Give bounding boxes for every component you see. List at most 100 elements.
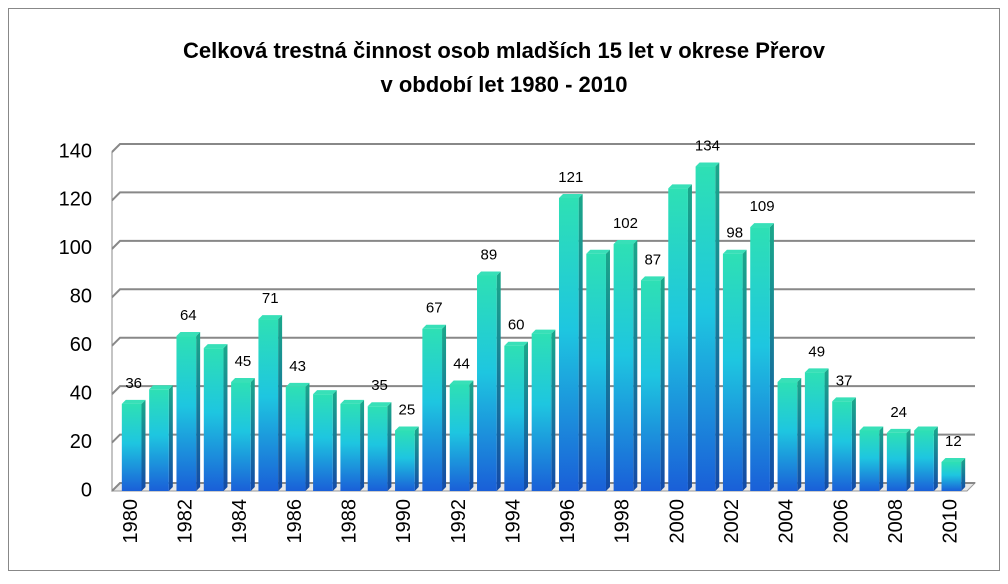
data-label: 134 <box>695 137 720 154</box>
x-tick-label: 1992 <box>448 499 470 544</box>
bar-top <box>558 194 583 199</box>
bar-top <box>886 428 911 433</box>
y-tick-label: 120 <box>59 189 92 211</box>
bar-side <box>524 341 529 491</box>
bar-top <box>804 368 829 373</box>
x-tick-label: 2002 <box>721 499 743 544</box>
bar-side <box>442 324 447 491</box>
bar-top <box>695 162 720 167</box>
bar-side <box>715 162 720 491</box>
data-label: 12 <box>945 433 962 450</box>
bar <box>914 430 934 491</box>
bar <box>941 461 962 491</box>
x-tick-label: 1996 <box>557 499 579 544</box>
bar-top <box>640 276 665 281</box>
bar-side <box>824 368 829 491</box>
bar-top <box>395 426 419 431</box>
bar-top <box>422 324 447 329</box>
bar-side <box>797 378 802 491</box>
bar-top <box>477 271 501 276</box>
bar <box>149 389 169 491</box>
bar-side <box>742 249 747 491</box>
bar-top <box>258 315 283 320</box>
bar <box>777 382 798 491</box>
bar-top <box>941 457 966 462</box>
bar-top <box>586 249 610 254</box>
data-label: 71 <box>262 290 279 307</box>
bar-side <box>223 344 228 491</box>
data-label: 43 <box>289 358 306 375</box>
bar <box>558 198 579 491</box>
x-tick-label: 1984 <box>229 499 251 544</box>
data-label: 37 <box>836 372 853 389</box>
bar <box>395 430 415 491</box>
bar <box>231 382 251 491</box>
bar <box>804 372 825 491</box>
bar <box>422 328 443 491</box>
x-tick-label: 1980 <box>120 499 142 544</box>
bar <box>613 244 634 491</box>
data-label: 64 <box>180 307 197 324</box>
y-tick-label: 20 <box>70 431 92 453</box>
x-tick-label: 1982 <box>175 499 197 544</box>
bar-top <box>176 332 201 337</box>
bar-side <box>469 380 474 491</box>
chart-title: v období let 1980 - 2010 <box>381 72 628 97</box>
bar-top <box>504 341 529 346</box>
bar-top <box>449 380 474 385</box>
bar-side <box>660 276 665 491</box>
bar <box>722 253 743 491</box>
bar-top <box>531 329 556 334</box>
bar-side <box>387 402 392 491</box>
bar-top <box>285 382 310 387</box>
bar-side <box>851 397 856 491</box>
x-tick-label: 2008 <box>885 499 907 544</box>
bar-side <box>168 385 173 491</box>
bar-top <box>613 240 638 245</box>
bar <box>504 345 525 491</box>
bar <box>531 333 552 491</box>
data-label: 35 <box>371 377 388 394</box>
bar-top <box>832 397 856 402</box>
bar-side <box>250 378 255 491</box>
x-tick-label: 1994 <box>502 499 524 544</box>
bar <box>477 275 497 491</box>
data-label: 67 <box>426 300 443 317</box>
data-label: 89 <box>481 246 498 263</box>
bar-side <box>933 426 938 491</box>
bar-top <box>231 378 255 383</box>
bar <box>176 336 197 491</box>
bar-side <box>687 184 692 492</box>
data-label: 36 <box>125 375 142 392</box>
y-tick-label: 140 <box>59 140 92 162</box>
data-label: 49 <box>808 343 825 360</box>
bar <box>586 253 606 491</box>
y-tick-label: 60 <box>70 334 92 356</box>
bar-top <box>750 223 774 228</box>
bar <box>832 401 852 491</box>
bar-side <box>305 382 310 491</box>
y-tick-label: 0 <box>81 479 92 501</box>
bar <box>640 280 661 491</box>
bar-top <box>777 378 802 383</box>
x-tick-label: 1990 <box>393 499 415 544</box>
bar-side <box>961 457 966 491</box>
grid-line <box>111 143 975 153</box>
bar-top <box>313 390 337 395</box>
bar <box>258 319 279 491</box>
bar-side <box>496 271 501 491</box>
bar <box>203 348 224 491</box>
bar-top <box>722 249 747 254</box>
bar-top <box>914 426 938 431</box>
bar-side <box>605 249 610 491</box>
bar-top <box>149 385 173 390</box>
x-tick-label: 1998 <box>612 499 634 544</box>
bar <box>695 166 716 491</box>
bar-side <box>360 399 365 491</box>
bar-side <box>414 426 419 491</box>
bar <box>449 384 470 491</box>
bar-top <box>340 399 365 404</box>
bar-side <box>769 223 774 492</box>
data-label: 102 <box>613 215 638 232</box>
